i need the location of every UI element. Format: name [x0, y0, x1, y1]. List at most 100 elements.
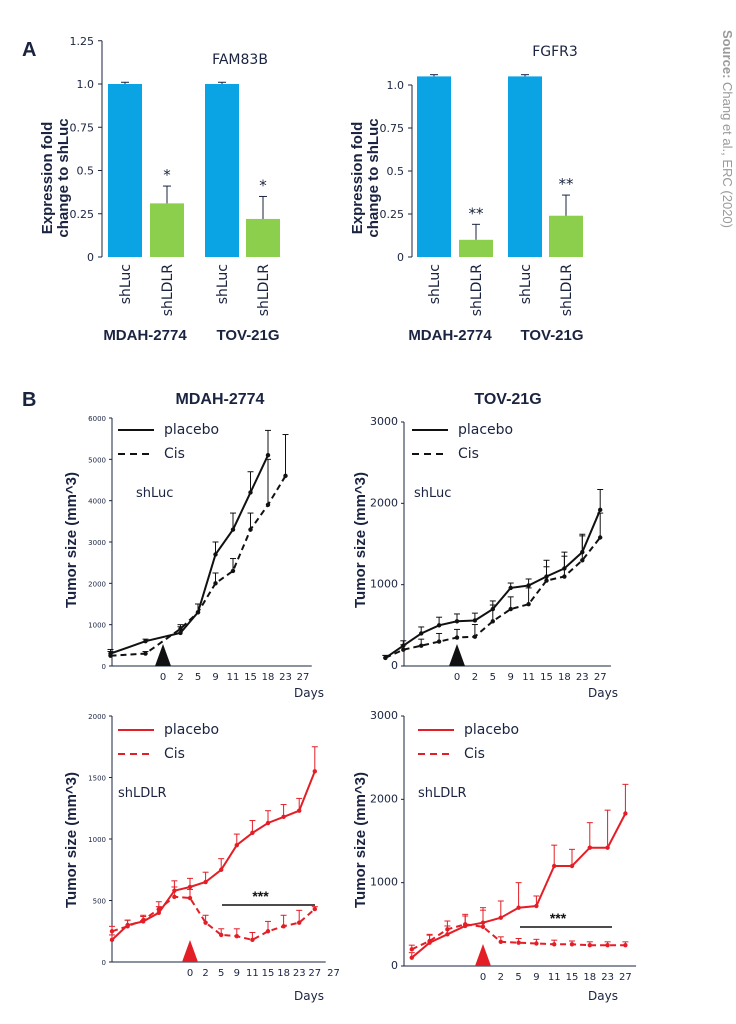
x-tick-label: 23: [576, 672, 589, 683]
y-tick-label: 2000: [88, 713, 106, 721]
y-axis-label-group: Tumor size (mm^3): [63, 472, 80, 608]
svg-text:Source: Chang et al., ERC (202: Source: Chang et al., ERC (2020): [720, 30, 735, 228]
y-tick-label: 3000: [370, 709, 398, 722]
treatment-arrow: [155, 644, 171, 666]
y-tick-label: 0: [391, 659, 398, 672]
y-axis-label: Tumor size (mm^3): [352, 772, 369, 908]
tov-shluc-line-chart: TOV-21G 0 1000 2000 3000 0 2 5 9 11 15 18 23 27 Days Tu…: [352, 391, 618, 700]
x-tick-label: 27: [297, 672, 310, 683]
x-tick-label: 0: [187, 968, 193, 979]
data-point-cis: [230, 568, 236, 574]
x-tick-label: 11: [548, 972, 561, 983]
y-tick-label: 3000: [370, 415, 398, 428]
data-point-placebo: [605, 845, 610, 850]
y-tick-label: 0: [102, 959, 106, 967]
y-tick-label: 6000: [88, 415, 106, 423]
category-label: shLuc: [427, 264, 443, 304]
x-tick-label: 15: [262, 968, 275, 979]
data-point-cis: [526, 601, 531, 607]
data-point-placebo: [472, 618, 478, 623]
data-point-placebo: [178, 630, 183, 636]
panel-a-label: A: [22, 39, 36, 61]
bar-shldlr: [150, 203, 184, 257]
y-tick-label: 0.75: [380, 122, 405, 135]
y-tick-label: 1000: [88, 622, 106, 630]
y-axis-label: Tumor size (mm^3): [63, 472, 80, 608]
data-point-cis: [490, 619, 495, 624]
data-point-placebo: [248, 490, 253, 495]
y-tick-label: 0.25: [380, 208, 405, 221]
series-line-placebo: [111, 771, 316, 941]
data-point-placebo: [409, 955, 414, 960]
series-line-cis: [110, 475, 287, 657]
data-point-cis: [623, 942, 628, 948]
category-label: shLDLR: [469, 264, 485, 317]
legend-label-cis: Cis: [164, 746, 185, 762]
cell-line-label: MDAH-2774: [408, 327, 492, 344]
y-tick-label: 1.0: [77, 78, 95, 91]
x-tick-label: 9: [508, 672, 514, 683]
x-tick-label: 2: [498, 972, 504, 983]
category-label-group: shLDLR: [160, 264, 176, 317]
x-tick-label: 27: [308, 968, 321, 979]
y-tick-label: 1000: [370, 578, 398, 591]
data-point-placebo: [213, 552, 218, 557]
data-point-cis: [598, 535, 603, 540]
x-tick-label: 18: [558, 672, 571, 683]
x-tick-label: 5: [515, 972, 521, 983]
x-tick-label: 5: [195, 672, 201, 683]
data-point-placebo: [623, 811, 628, 816]
y-tick-label: 2000: [370, 496, 398, 509]
condition-label: shLuc: [136, 486, 173, 501]
x-tick-label: 15: [244, 672, 257, 683]
significance-label: **: [469, 204, 485, 222]
legend-label-placebo: placebo: [164, 722, 219, 738]
data-point-cis: [401, 647, 406, 652]
data-point-cis: [108, 653, 113, 658]
category-label: shLuc: [118, 264, 134, 304]
bar-shluc: [205, 84, 239, 257]
condition-label: shLDLR: [418, 786, 467, 801]
y-axis-label-group: Tumor size (mm^3): [63, 772, 80, 908]
category-label: shLuc: [215, 264, 231, 304]
data-point-placebo: [312, 769, 317, 774]
data-point-placebo: [234, 842, 239, 848]
category-label: shLuc: [518, 264, 534, 304]
x-tick-label: 11: [227, 672, 240, 683]
data-point-placebo: [526, 583, 531, 588]
data-point-cis: [265, 502, 271, 507]
data-point-cis: [248, 527, 253, 532]
data-point-cis: [219, 932, 224, 938]
y-tick-label: 1.25: [70, 35, 95, 48]
legend-label-cis: Cis: [464, 746, 485, 762]
y-tick-label: 0.5: [77, 165, 95, 178]
data-point-cis: [125, 924, 130, 929]
y-axis-label-group: Expression fold change to shLuc: [349, 118, 382, 237]
y-tick-label: 4000: [88, 498, 106, 506]
x-tick-label: 5: [490, 672, 496, 683]
source-credit: Source: Chang et al., ERC (2020): [720, 30, 735, 228]
chart-title: FGFR3: [532, 44, 578, 60]
data-point-cis: [569, 942, 575, 947]
data-point-placebo: [297, 808, 302, 813]
data-point-placebo: [569, 863, 575, 869]
category-label-group: shLuc: [427, 264, 443, 304]
y-tick-label: 5000: [88, 456, 106, 464]
data-point-cis: [436, 639, 442, 644]
x-tick-label: 9: [533, 972, 539, 983]
category-label-group: shLDLR: [469, 264, 485, 317]
x-tick-label: 0: [480, 972, 486, 983]
x-axis-label: Days: [294, 989, 324, 1003]
x-axis-label: Days: [588, 989, 618, 1003]
x-tick-label-extra: 27: [327, 968, 340, 979]
y-tick-label: 3000: [88, 539, 106, 547]
data-point-cis: [409, 947, 414, 952]
y-tick-label: 0: [391, 959, 398, 972]
fgfr3-bar-chart: FGFR3 Expression fold change to shLuc 0 0.25…: [349, 44, 584, 344]
y-tick-label: 0.25: [70, 208, 95, 221]
y-axis-label-line1: Expression fold: [39, 122, 56, 235]
treatment-arrow: [182, 940, 198, 962]
data-point-placebo: [203, 879, 208, 885]
y-tick-label: 0.75: [70, 121, 95, 134]
cell-line-label: TOV-21G: [520, 327, 583, 344]
